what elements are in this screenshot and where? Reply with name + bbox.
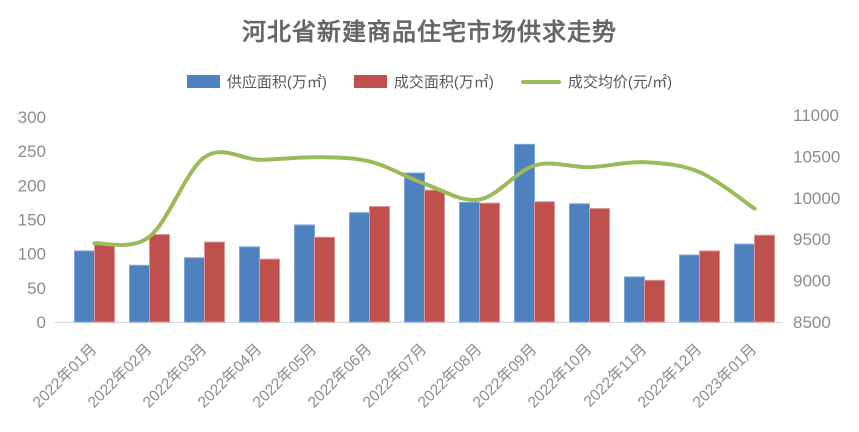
deal-bar-9 — [589, 208, 610, 323]
legend-item-supply-area: 供应面积(万㎡) — [186, 71, 327, 92]
legend: 供应面积(万㎡) 成交面积(万㎡) 成交均价(元/㎡) — [0, 71, 859, 92]
supply-bar-1 — [129, 264, 150, 323]
deal-bar-4 — [314, 236, 335, 323]
supply-area-swatch-icon — [186, 75, 220, 88]
deal-bar-12 — [754, 234, 775, 323]
y-axis-left-tick-100: 100 — [18, 245, 46, 264]
deal-bar-5 — [369, 206, 390, 323]
supply-bar-9 — [569, 203, 590, 323]
y-axis-right-tick-10000: 10000 — [793, 189, 840, 208]
supply-bar-7 — [459, 201, 480, 323]
legend-label-avg-price: 成交均价(元/㎡) — [567, 74, 673, 91]
y-axis-right-tick-9000: 9000 — [793, 272, 831, 291]
deal-bar-8 — [534, 201, 555, 323]
deal-bar-2 — [204, 241, 225, 323]
supply-bar-5 — [349, 212, 370, 323]
avg-price-line — [92, 150, 757, 247]
deal-bar-3 — [259, 258, 280, 323]
y-axis-right-tick-9500: 9500 — [793, 230, 831, 249]
deal-bar-1 — [149, 234, 170, 323]
y-axis-left-tick-150: 150 — [18, 211, 46, 230]
supply-bar-3 — [239, 246, 260, 323]
y-axis-right-tick-8500: 8500 — [793, 313, 831, 332]
deal-bar-11 — [699, 250, 720, 323]
supply-bar-12 — [734, 243, 755, 323]
avg-price-swatch-icon — [520, 79, 561, 84]
deal-bar-6 — [424, 189, 445, 323]
y-axis-left-tick-300: 300 — [18, 108, 46, 127]
y-axis-left-tick-200: 200 — [18, 176, 46, 195]
y-axis-left-tick-0: 0 — [37, 313, 46, 332]
y-axis-right-tick-11000: 11000 — [793, 106, 839, 125]
chart-title: 河北省新建商品住宅市场供求走势 — [242, 19, 617, 46]
deal-area-swatch-icon — [353, 75, 387, 88]
deal-bar-0 — [94, 244, 115, 323]
supply-bar-11 — [679, 254, 700, 323]
y-axis-right-tick-10500: 10500 — [793, 147, 840, 166]
y-axis-left-tick-250: 250 — [18, 142, 46, 161]
supply-bar-6 — [404, 172, 425, 323]
supply-bar-2 — [184, 257, 205, 323]
supply-bar-0 — [74, 250, 95, 323]
deal-bar-10 — [644, 279, 665, 323]
legend-label-supply-area: 供应面积(万㎡) — [226, 74, 327, 91]
y-axis-left-tick-50: 50 — [27, 279, 46, 298]
deal-bar-7 — [479, 202, 500, 323]
supply-bar-4 — [294, 224, 315, 323]
legend-item-avg-price: 成交均价(元/㎡) — [520, 71, 673, 92]
legend-label-deal-area: 成交面积(万㎡) — [393, 74, 494, 91]
legend-item-deal-area: 成交面积(万㎡) — [353, 71, 494, 92]
supply-bar-10 — [624, 276, 645, 323]
